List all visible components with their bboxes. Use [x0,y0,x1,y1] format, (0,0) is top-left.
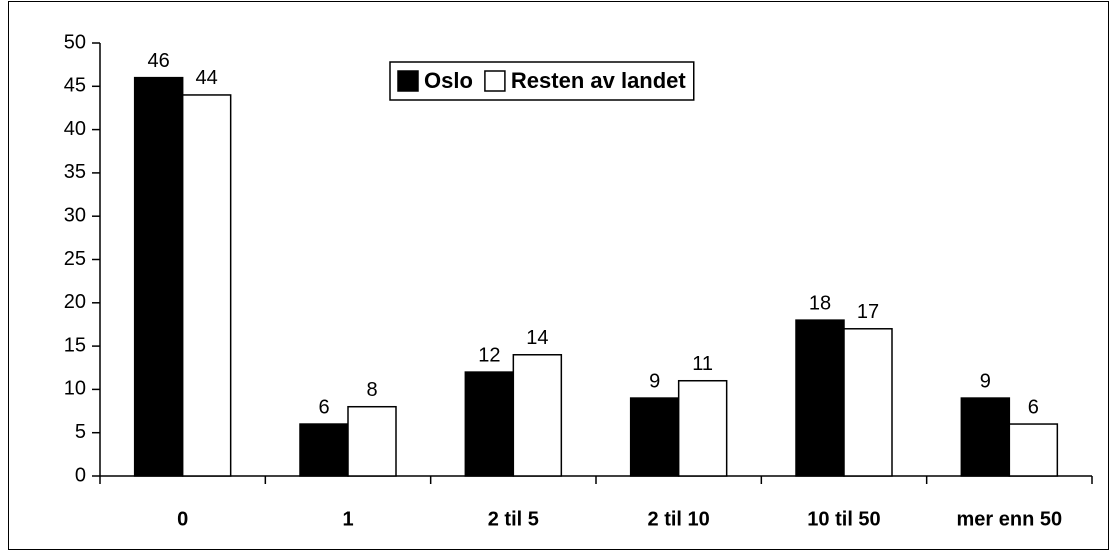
y-tick-label: 35 [64,161,86,183]
data-label: 8 [366,379,377,401]
legend-label: Resten av landet [511,68,687,93]
data-label: 44 [196,67,218,89]
y-tick-label: 30 [64,204,86,226]
y-tick-label: 15 [64,334,86,356]
bar [960,397,1011,477]
y-tick-label: 0 [75,464,86,486]
legend-label: Oslo [424,68,473,93]
legend-box [389,61,695,101]
bar [629,397,680,477]
bar [1008,423,1059,477]
legend-swatch [484,70,506,92]
data-label: 9 [980,370,991,392]
data-label: 46 [148,50,170,72]
x-tick-label: 1 [342,508,353,530]
y-tick-label: 10 [64,378,86,400]
bar [512,354,563,477]
bar [347,405,397,477]
y-tick-label: 25 [64,248,86,270]
legend-swatch [397,70,419,92]
bar [464,371,515,477]
x-tick-label: 10 til 50 [807,508,880,530]
data-label: 18 [809,292,831,314]
data-label: 6 [1028,396,1039,418]
y-tick-label: 20 [64,291,86,313]
data-label: 11 [692,353,713,375]
bar [133,76,184,477]
x-tick-label: 2 til 5 [488,508,539,530]
y-tick-label: 40 [64,118,86,140]
x-tick-label: mer enn 50 [957,508,1063,530]
data-label: 17 [857,301,879,323]
y-tick-label: 5 [75,421,86,443]
data-label: 14 [526,327,548,349]
bar [299,423,349,477]
x-tick-label: 2 til 10 [648,508,710,530]
data-label: 12 [478,344,500,366]
legend: Oslo Resten av landet [389,61,695,101]
data-label: 6 [318,396,329,418]
data-label: 9 [649,370,660,392]
bar [795,319,845,477]
bar [181,94,232,477]
y-tick-label: 50 [64,31,86,53]
y-tick-label: 45 [64,75,86,97]
bar [677,379,728,477]
bar [843,328,893,477]
x-tick-label: 0 [177,508,188,530]
